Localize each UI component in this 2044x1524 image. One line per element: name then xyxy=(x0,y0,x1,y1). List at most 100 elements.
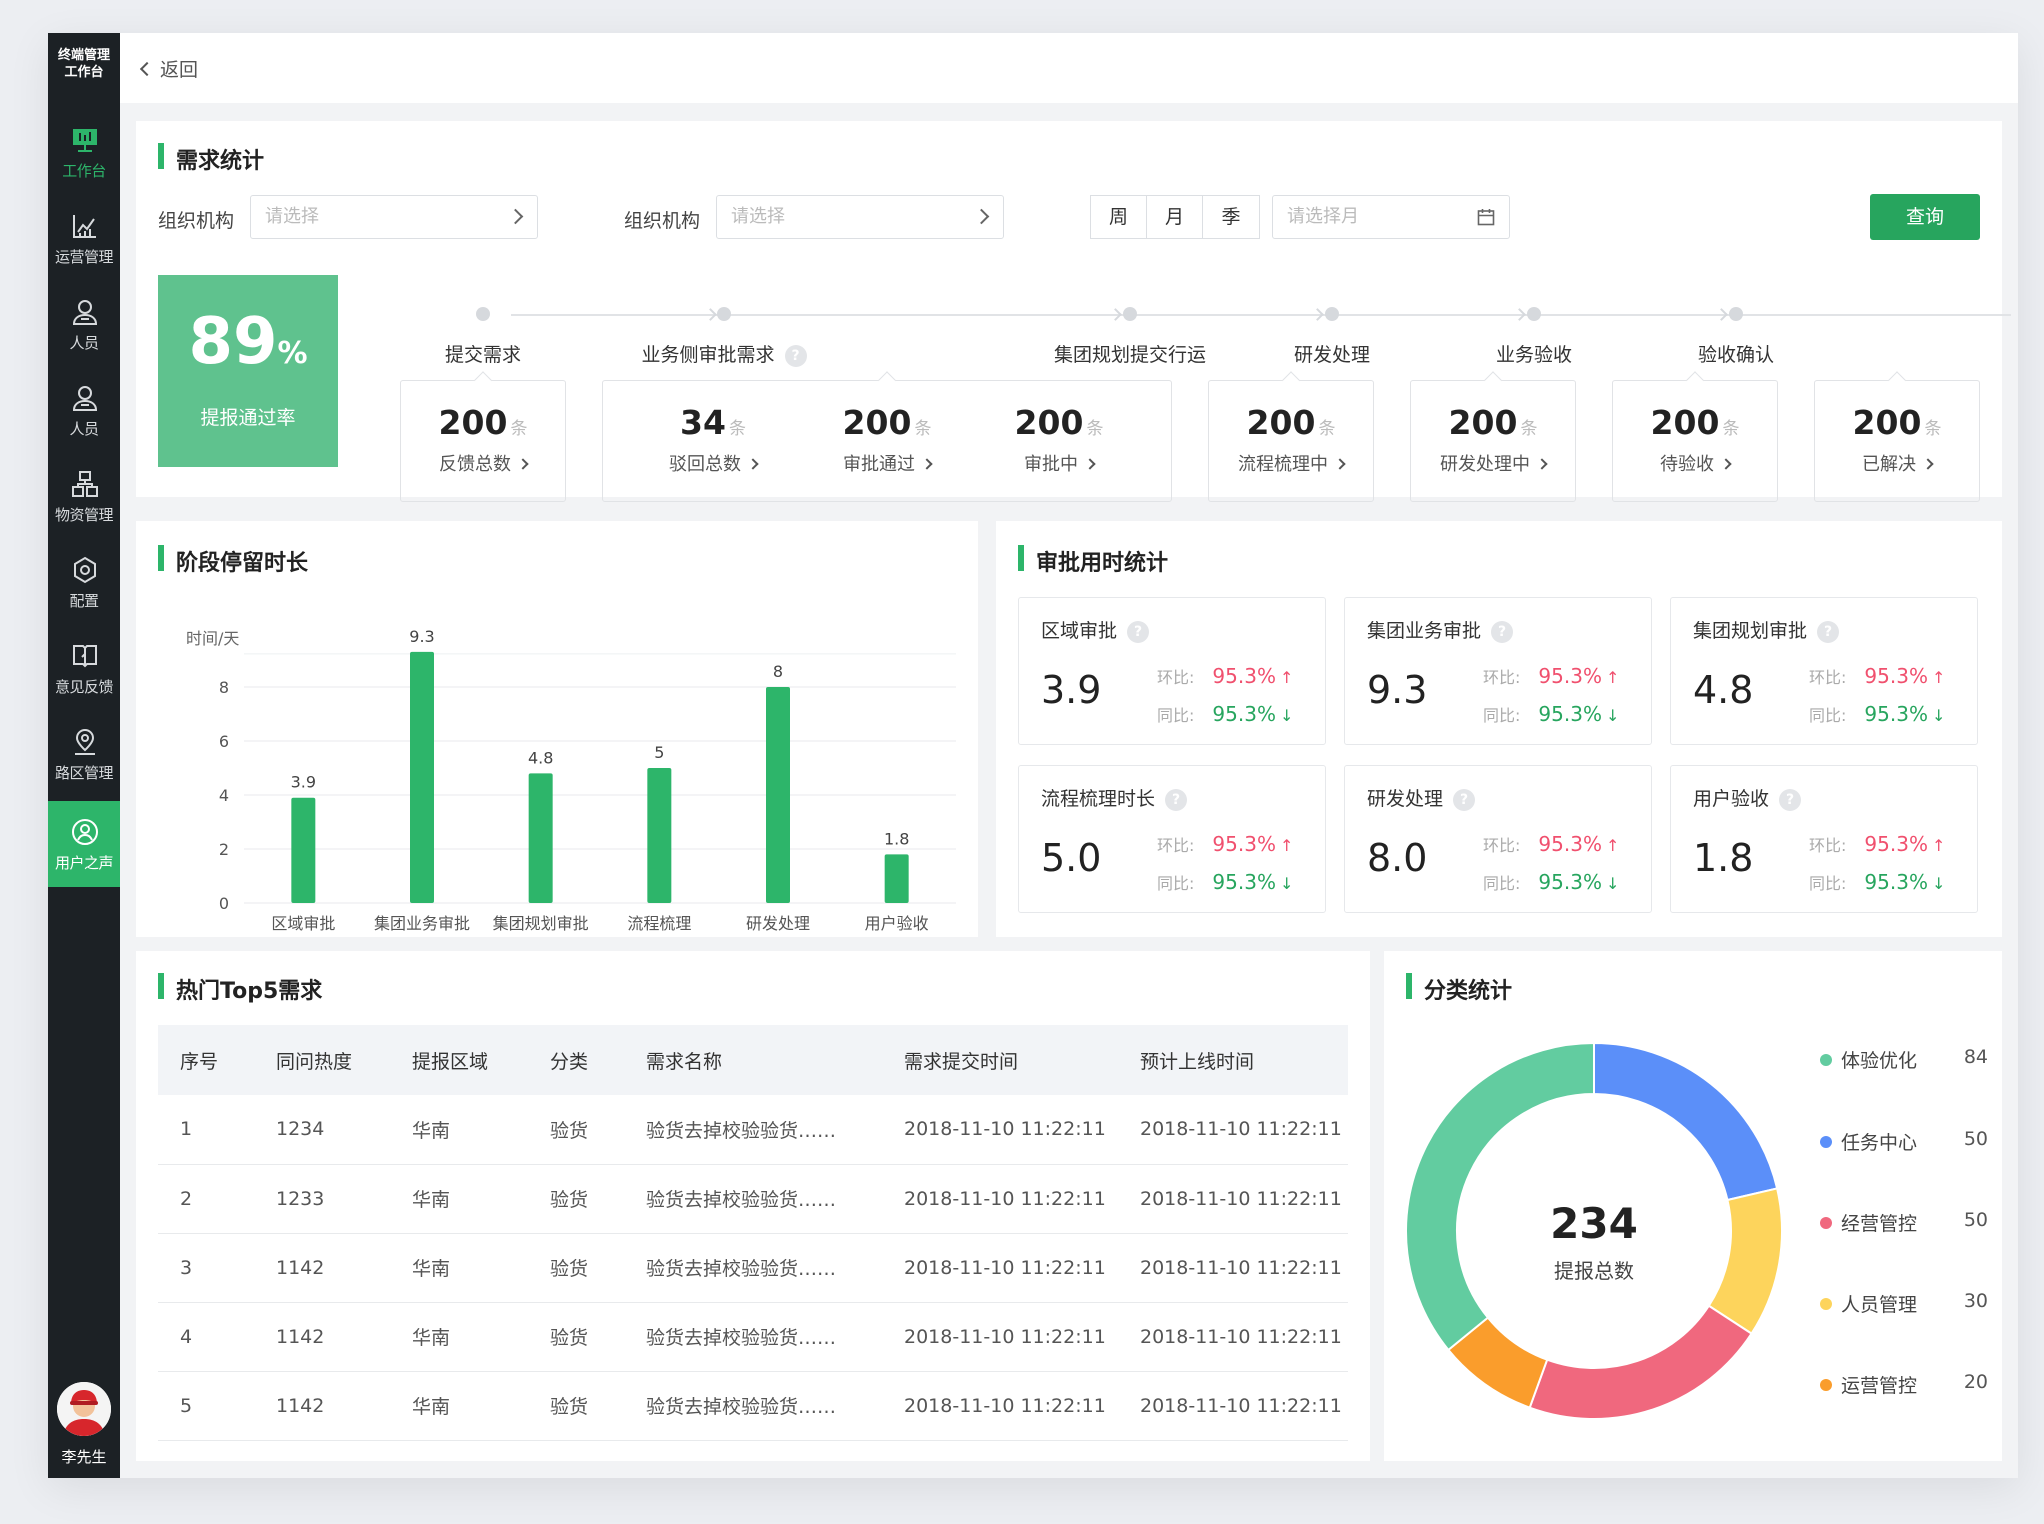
legend-label: 经营管控 xyxy=(1841,1213,1918,1235)
app-logo[interactable]: 终端管理 工作台 xyxy=(48,33,120,95)
org-select-2[interactable]: 请选择 xyxy=(716,195,1004,239)
stage-dot xyxy=(717,307,731,321)
period-month[interactable]: 月 xyxy=(1147,196,1203,238)
org-select-1[interactable]: 请选择 xyxy=(250,195,538,239)
table-cell: 2018-11-10 11:22:11 xyxy=(882,1164,1118,1234)
table-cell: 4 xyxy=(158,1302,254,1372)
sidebar-item-label: 人员 xyxy=(69,420,99,438)
table-row[interactable]: 1 1234 华南 验货 验货去掉校验验货…… 2018-11-10 11:22:11 20… xyxy=(158,1095,1348,1165)
metric-approved[interactable]: 200 条 审批通过 xyxy=(807,403,967,476)
metric-label: 流程梳理中 xyxy=(1238,454,1328,475)
chevron-right-icon xyxy=(507,208,524,225)
help-icon[interactable]: ? xyxy=(784,344,807,367)
table-row[interactable]: 5 1142 华南 验货 验货去掉校验验货…… 2018-11-10 11:22:11 20… xyxy=(158,1371,1348,1441)
table-cell: 验货去掉校验验货…… xyxy=(624,1233,882,1303)
x-tick-label: 研发处理 xyxy=(746,914,810,933)
select-placeholder: 请选择 xyxy=(265,206,319,227)
mom-label: 环比: xyxy=(1157,668,1195,687)
help-icon[interactable]: ? xyxy=(1165,788,1188,811)
legend-item[interactable]: 人员管理 30 xyxy=(1820,1290,1988,1317)
metric-rd-processing[interactable]: 200 条 研发处理中 xyxy=(1411,403,1575,476)
table-body: 1 1234 华南 验货 验货去掉校验验货…… 2018-11-10 11:22:11 20… xyxy=(158,1095,1348,1441)
metric-value: 200 xyxy=(1650,403,1720,442)
legend-count: 20 xyxy=(1963,1371,1988,1393)
table-header-cell[interactable]: 同问热度 xyxy=(254,1025,390,1095)
logo-line1: 终端管理 xyxy=(57,48,110,63)
yoy-row: 同比: 95.3% ↓ xyxy=(1157,870,1293,894)
approval-metric-box[interactable]: 流程梳理时长? 5.0 环比: 95.3% ↑ 同比: 95.3% ↓ xyxy=(1018,765,1326,913)
table-row[interactable]: 2 1233 华南 验货 验货去掉校验验货…… 2018-11-10 11:22:11 20… xyxy=(158,1164,1348,1234)
mom-row: 环比: 95.3% ↑ xyxy=(1483,664,1619,688)
sidebar-item-config[interactable]: 配置 xyxy=(48,539,120,625)
back-button[interactable]: 返回 xyxy=(139,55,198,82)
table-header-cell[interactable]: 需求名称 xyxy=(624,1025,882,1095)
help-icon[interactable]: ? xyxy=(1453,788,1476,811)
approval-metric-box[interactable]: 集团业务审批? 9.3 环比: 95.3% ↑ 同比: 95.3% ↓ xyxy=(1344,597,1652,745)
help-icon[interactable]: ? xyxy=(1491,620,1514,643)
user-profile[interactable]: 李先生 xyxy=(48,1368,120,1478)
x-tick-label: 集团规划审批 xyxy=(493,914,589,933)
sidebar-item-feedback[interactable]: 意见反馈 xyxy=(48,625,120,711)
metric-pending-acceptance[interactable]: 200 条 待验收 xyxy=(1613,403,1777,476)
pass-rate-value: 89% xyxy=(158,305,338,379)
sidebar-item-materials[interactable]: 物资管理 xyxy=(48,453,120,539)
legend-item[interactable]: 运营管控 20 xyxy=(1820,1371,1988,1398)
period-week[interactable]: 周 xyxy=(1091,196,1147,238)
table-row[interactable]: 3 1142 华南 验货 验货去掉校验验货…… 2018-11-10 11:22:11 20… xyxy=(158,1233,1348,1303)
timeline-arrow-icon xyxy=(704,308,717,321)
mom-label: 环比: xyxy=(1809,668,1847,687)
metric-value: 200 xyxy=(1852,403,1922,442)
table-cell: 华南 xyxy=(390,1095,528,1165)
yoy-row: 同比: 95.3% ↓ xyxy=(1483,702,1619,726)
table-row[interactable]: 4 1142 华南 验货 验货去掉校验验货…… 2018-11-10 11:22:11 20… xyxy=(158,1302,1348,1372)
legend-item[interactable]: 任务中心 50 xyxy=(1820,1128,1988,1155)
sidebar-item-personnel-2[interactable]: 人员 xyxy=(48,367,120,453)
chevron-right-icon xyxy=(1536,458,1548,470)
metric-unit: 条 xyxy=(510,419,528,439)
sidebar-item-personnel-1[interactable]: 人员 xyxy=(48,281,120,367)
sidebar-item-operations[interactable]: 运营管理 xyxy=(48,195,120,281)
month-picker[interactable]: 请选择月 xyxy=(1272,195,1510,239)
table-header-cell[interactable]: 提报区域 xyxy=(390,1025,528,1095)
timeline-arrow-icon xyxy=(1311,308,1324,321)
metric-process-review[interactable]: 200 条 流程梳理中 xyxy=(1209,403,1373,476)
legend-item[interactable]: 经营管控 50 xyxy=(1820,1209,1988,1236)
avatar[interactable] xyxy=(57,1382,111,1436)
metric-value: 200 xyxy=(1246,403,1316,442)
metric-resolved[interactable]: 200 条 已解决 xyxy=(1815,403,1979,476)
sidebar-item-route[interactable]: 路区管理 xyxy=(48,711,120,797)
legend-item[interactable]: 体验优化 84 xyxy=(1820,1046,1988,1073)
metric-feedback-total[interactable]: 200 条 反馈总数 xyxy=(401,403,565,476)
table-header-cell[interactable]: 分类 xyxy=(528,1025,624,1095)
table-cell: 验货 xyxy=(528,1164,624,1234)
yoy-label: 同比: xyxy=(1809,874,1847,893)
stage-box-rd: 200 条 研发处理中 xyxy=(1410,380,1576,502)
table-header-cell[interactable]: 预计上线时间 xyxy=(1118,1025,1348,1095)
help-icon[interactable]: ? xyxy=(1127,620,1150,643)
x-tick-label: 流程梳理 xyxy=(627,914,691,933)
metric-in-approval[interactable]: 200 条 审批中 xyxy=(979,403,1139,476)
sidebar-item-label: 工作台 xyxy=(62,162,106,180)
stage-label-text: 研发处理 xyxy=(1293,344,1370,366)
sidebar-item-dashboard[interactable]: 工作台 xyxy=(48,109,120,195)
legend-dot xyxy=(1820,1378,1832,1391)
stage-label-text: 业务验收 xyxy=(1495,344,1572,366)
period-quarter[interactable]: 季 xyxy=(1221,206,1241,228)
approval-metric-box[interactable]: 研发处理? 8.0 环比: 95.3% ↑ 同比: 95.3% ↓ xyxy=(1344,765,1652,913)
help-icon[interactable]: ? xyxy=(1817,620,1840,643)
approval-metric-box[interactable]: 用户验收? 1.8 环比: 95.3% ↑ 同比: 95.3% ↓ xyxy=(1670,765,1978,913)
sidebar-item-user-voice[interactable]: 用户之声 xyxy=(48,801,120,887)
metric-rejected-total[interactable]: 34 条 驳回总数 xyxy=(633,403,793,476)
table-header-cell[interactable]: 序号 xyxy=(158,1025,254,1095)
help-icon[interactable]: ? xyxy=(1779,788,1802,811)
table-header-cell[interactable]: 需求提交时间 xyxy=(882,1025,1118,1095)
card-title: 分类统计 xyxy=(1406,973,1512,1005)
sidebar-item-label: 意见反馈 xyxy=(54,678,114,696)
approval-metric-value: 8.0 xyxy=(1367,836,1428,880)
yoy-label: 同比: xyxy=(1483,874,1521,893)
approval-metric-box[interactable]: 集团规划审批? 4.8 环比: 95.3% ↑ 同比: 95.3% ↓ xyxy=(1670,597,1978,745)
y-tick-label: 8 xyxy=(219,678,229,697)
approval-metric-box[interactable]: 区域审批? 3.9 环比: 95.3% ↑ 同比: 95.3% ↓ xyxy=(1018,597,1326,745)
query-button[interactable]: 查询 xyxy=(1870,194,1980,240)
